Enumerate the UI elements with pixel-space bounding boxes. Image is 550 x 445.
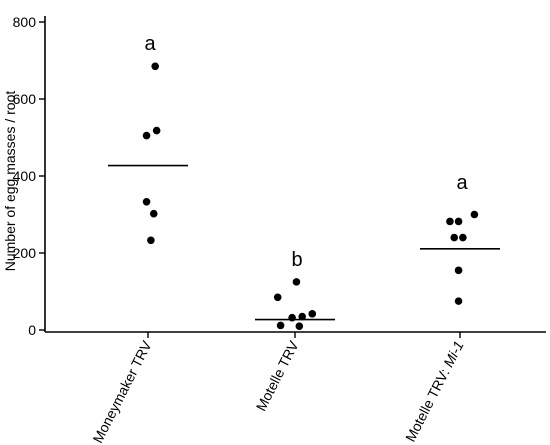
x-ticks [147, 332, 461, 338]
significance-letter: a [456, 172, 468, 194]
data-point [470, 210, 479, 219]
mean-lines [108, 164, 500, 321]
data-point [454, 297, 463, 305]
category-label: Moneymaker TRV [89, 338, 155, 445]
category-label-text: Moneymaker TRV [89, 338, 155, 445]
data-point [446, 217, 454, 226]
y-tick-label: 400 [13, 168, 37, 184]
data-point [298, 312, 307, 321]
category-label-text: Motelle TRV: [402, 362, 454, 444]
significance-letter: a [144, 33, 156, 55]
data-point [292, 278, 301, 286]
y-tick-label: 600 [13, 91, 37, 107]
data-point [152, 126, 161, 135]
data-point [142, 131, 151, 140]
category-labels: Moneymaker TRV Motelle TRV Motelle TRV: Mi… [89, 338, 466, 445]
category-label: Motelle TRV: Mi-1 [402, 338, 467, 444]
category-label: Motelle TRV [253, 338, 302, 414]
significance-letter: b [291, 249, 302, 271]
data-point [151, 62, 159, 71]
significance-letters: a b a [144, 33, 468, 271]
data-point [276, 321, 285, 330]
data-point [273, 293, 282, 302]
category-label-gene: Mi-1 [440, 338, 467, 370]
y-tick-label: 0 [28, 322, 36, 338]
data-point [147, 236, 155, 245]
y-tick-label: 200 [13, 245, 37, 261]
data-point [450, 233, 459, 242]
data-point [149, 209, 158, 218]
y-axis-label: Number of egg masses / root [2, 91, 18, 272]
data-point [454, 217, 463, 226]
data-points [142, 62, 479, 330]
data-point [295, 322, 304, 330]
data-point [142, 197, 151, 206]
category-label-text: Motelle TRV [253, 338, 302, 414]
y-tick-label: 800 [13, 14, 37, 30]
y-ticks: 0 200 400 600 800 [13, 14, 45, 338]
data-point [454, 266, 463, 275]
data-point [308, 310, 317, 318]
data-point [459, 233, 467, 242]
